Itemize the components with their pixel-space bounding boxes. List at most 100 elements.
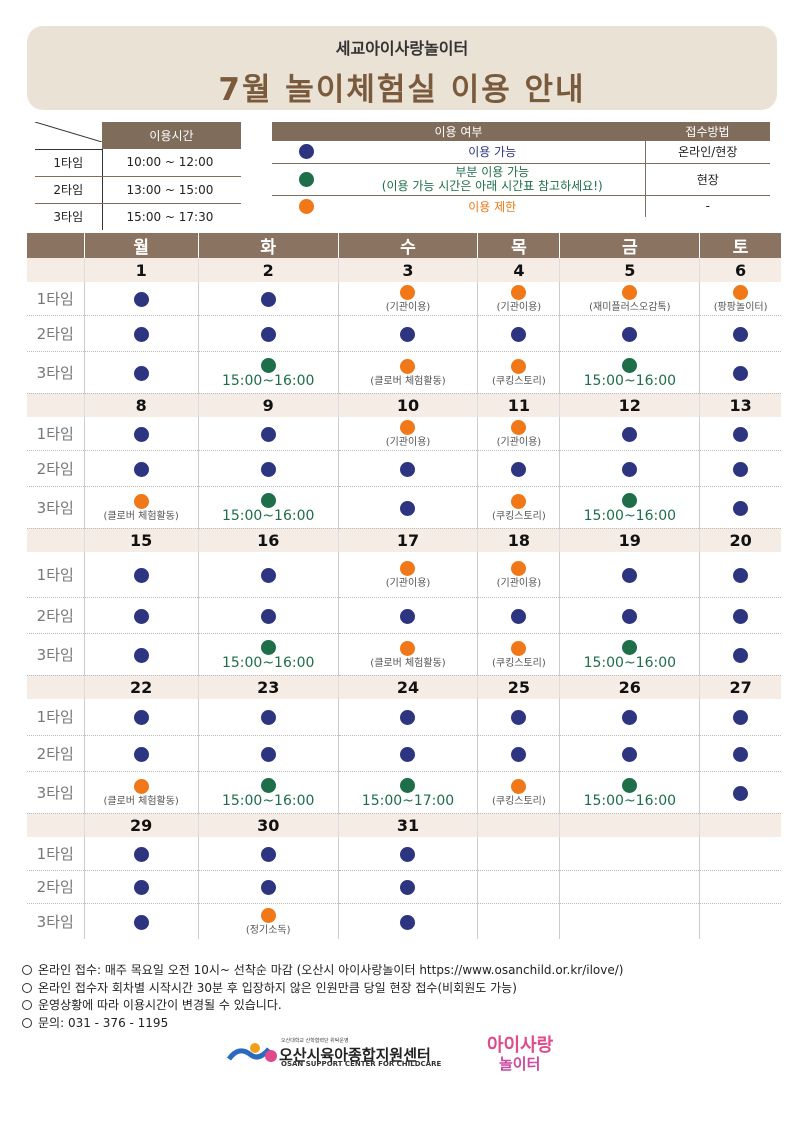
schedule-cell: [559, 597, 700, 634]
available-dot-icon: [133, 880, 149, 895]
restricted-dot-icon: [622, 285, 638, 301]
available-dot-icon: [400, 846, 416, 862]
circle-bullet-icon: [22, 982, 32, 993]
circle-bullet-icon: [22, 965, 32, 975]
schedule-cell: [699, 870, 781, 904]
schedule-cell: (기관이용): [477, 417, 560, 451]
schedule-cell: [83, 699, 199, 736]
schedule-cell: [559, 417, 700, 451]
title-banner: 세교아이사랑놀이터 7월 놀이체험실 이용 안내: [27, 26, 777, 110]
legend-method: 현장: [644, 163, 770, 196]
schedule-cell: (쿠킹스토리): [477, 486, 560, 529]
schedule-cell: [83, 315, 199, 352]
partial-dot-icon: [400, 778, 416, 793]
cell-note: (쿠킹스토리): [491, 511, 546, 522]
schedule-cell: [337, 315, 478, 352]
available-dot-icon: [133, 608, 149, 624]
slot-label: 3타임: [27, 633, 84, 676]
day-header: 화: [197, 233, 339, 258]
slot-row: 3타임 15:00~16:00 (클로버 체험활동) (쿠킹스토리) 15:00~16:…: [27, 351, 781, 394]
restricted-dot-icon: [400, 420, 416, 436]
cell-note: (기관이용): [385, 578, 431, 590]
day-header: 목: [477, 233, 560, 258]
day-header: 수: [337, 233, 478, 258]
schedule-cell: [337, 450, 478, 487]
available-dot-icon: [400, 914, 416, 930]
partial-time: 15:00~16:00: [221, 373, 315, 389]
schedule-cell: (쿠킹스토리): [477, 351, 560, 394]
date-row-corner: [27, 675, 84, 699]
slot-label: 2타임: [27, 870, 84, 904]
available-dot-icon: [133, 746, 149, 762]
slot-label: 2타임: [27, 450, 84, 487]
legend-method-header: 접수방법: [645, 122, 770, 141]
partial-time: 15:00~17:00: [361, 793, 455, 809]
schedule-cell: [699, 417, 781, 451]
time-table: 이용시간 1타임 10:00 ~ 12:00 2타임 13:00 ~ 15:00…: [35, 122, 241, 230]
cell-note: (클로버 체험활동): [370, 376, 446, 387]
available-dot-icon: [133, 567, 149, 583]
cell-note: (기관이용): [496, 578, 542, 590]
available-dot-icon: [511, 461, 527, 477]
restricted-dot-icon: [511, 561, 527, 577]
day-header: 금: [559, 233, 700, 258]
schedule-cell: [699, 315, 781, 352]
restricted-dot-icon: [511, 420, 527, 436]
partial-time: 15:00~16:00: [221, 655, 315, 671]
legend-table: 이용 여부 접수방법 이용 가능 온라인/현장 부분 이용 가능 (이용 가능 …: [272, 122, 770, 217]
schedule-cell: [197, 837, 339, 871]
date-cell: 19: [559, 528, 700, 552]
available-dot-icon: [400, 710, 416, 726]
available-dot-icon: [733, 326, 749, 342]
schedule-cell: [83, 870, 199, 904]
page-subtitle: 세교아이사랑놀이터: [335, 39, 469, 58]
partial-time: 15:00~16:00: [583, 793, 677, 809]
schedule-cell: 15:00~16:00: [197, 771, 339, 814]
schedule-cell: [83, 903, 199, 939]
cell-note: (클로버 체험활동): [370, 658, 446, 669]
slot-label: 2타임: [27, 597, 84, 634]
schedule-cell: [197, 735, 339, 772]
partial-dot-icon: [298, 171, 314, 187]
circle-bullet-icon: [22, 1000, 32, 1010]
schedule-cell: (클로버 체험활동): [83, 486, 199, 529]
available-dot-icon: [733, 365, 749, 381]
available-dot-icon: [400, 461, 416, 477]
schedule-cell: [197, 699, 339, 736]
restricted-dot-icon: [298, 198, 314, 214]
schedule-cell: [559, 870, 700, 904]
date-cell: 27: [699, 675, 781, 699]
date-cell: 8: [83, 393, 199, 417]
available-dot-icon: [511, 746, 527, 762]
schedule-cell: [699, 351, 781, 394]
schedule-cell: [559, 450, 700, 487]
date-cell: 26: [559, 675, 700, 699]
slot-row: 2타임: [27, 597, 781, 634]
slot-row: 1타임 (기관이용) (기관이용): [27, 417, 781, 451]
available-dot-icon: [400, 326, 416, 342]
date-row-corner: [27, 393, 84, 417]
available-dot-icon: [622, 326, 638, 342]
schedule-cell: (기관이용): [477, 282, 560, 316]
date-row: 15 16 17 18 19 20: [27, 528, 781, 552]
schedule-cell: [559, 699, 700, 736]
restricted-dot-icon: [511, 359, 527, 374]
time-row-label: 2타임: [35, 176, 103, 204]
slot-label: 3타임: [27, 486, 84, 529]
partial-time: 15:00~16:00: [583, 655, 677, 671]
schedule-cell: [699, 903, 781, 939]
schedule-cell: [197, 315, 339, 352]
available-dot-icon: [400, 500, 416, 516]
schedule-cell: [197, 282, 339, 316]
schedule-cell: (재미플러스오감톡): [559, 282, 700, 316]
available-dot-icon: [622, 746, 638, 762]
slot-row: 3타임 (클로버 체험활동) 15:00~16:00 15:00~17:00 (쿠킹스토…: [27, 771, 781, 814]
schedule-cell: 15:00~16:00: [559, 771, 700, 814]
available-dot-icon: [260, 710, 276, 726]
center-english: OSAN SUPPORT CENTER FOR CHILDCARE: [281, 1060, 442, 1068]
schedule-cell: [197, 597, 339, 634]
schedule-cell: [477, 903, 560, 939]
slot-label: 3타임: [27, 351, 84, 394]
available-dot-icon: [133, 846, 149, 862]
brand-bottom: 놀이터: [499, 1055, 541, 1073]
